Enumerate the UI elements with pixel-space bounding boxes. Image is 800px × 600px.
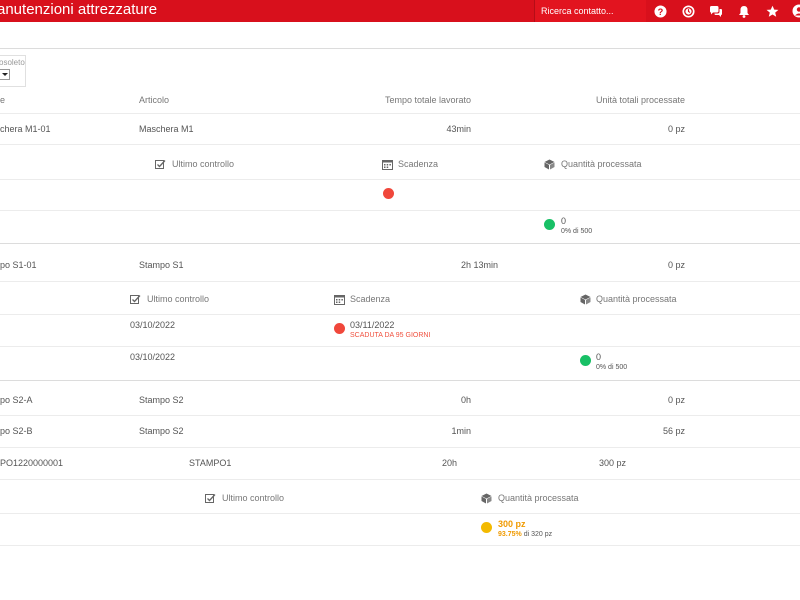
status-dot-green [544,219,555,230]
divider [0,447,800,448]
column-header-total-units: Unità totali processate [595,95,685,105]
divider [0,179,800,180]
row-article: Maschera M1 [139,124,194,134]
row-code: po S2-A [0,395,33,405]
row-code: PO1220000001 [0,458,64,468]
checkbox-checked-icon [155,159,166,170]
column-header-total-time: Tempo totale lavorato [384,95,471,105]
row-article: STAMPO1 [189,458,232,468]
divider [0,281,800,282]
overdue-badge: SCADUTA DA 95 GIORNI [350,332,431,339]
divider [0,513,800,514]
chat-icon[interactable] [709,4,723,18]
divider [0,210,800,211]
detail-header-last-check: Ultimo controllo [172,159,235,169]
qty-percentage: 93.75% di 320 pz [498,531,552,539]
row-time: 43min [446,124,471,134]
divider [0,243,800,244]
star-icon[interactable] [765,4,779,18]
divider [0,380,800,381]
help-icon[interactable]: ? [653,4,667,18]
divider [0,545,800,546]
column-header-code: e [0,95,6,105]
divider [0,113,800,114]
detail-header-qty-processed: Quantità processata [596,294,677,304]
qty-percentage-total: di 320 pz [521,531,553,538]
box-icon [544,159,555,170]
status-dot-red [383,188,394,199]
qty-percentage: 0% di 500 [596,364,628,371]
detail-header-qty-processed: Quantità processata [498,493,579,503]
row-code: po S1-01 [0,260,37,270]
detail-header-last-check: Ultimo controllo [222,493,285,503]
filter-box: osoleto [0,55,26,87]
row-units: 56 pz [662,426,685,436]
row-time: 2h 13min [460,260,498,270]
box-icon [580,294,591,305]
row-code: chera M1-01 [0,124,51,134]
detail-header-deadline: Scadenza [350,294,391,304]
filter-dropdown[interactable] [0,69,10,80]
row-units: 0 pz [667,124,685,134]
divider [0,144,800,145]
last-check-date: 03/10/2022 [130,320,176,330]
row-units: 0 pz [667,260,685,270]
checkbox-checked-icon [205,493,216,504]
status-dot-yellow [481,522,492,533]
detail-header-deadline: Scadenza [398,159,439,169]
row-time: 1min [451,426,471,436]
deadline-date: 03/11/2022 [350,320,395,330]
row-time: 0h [460,395,471,405]
qty-value: 0 [596,352,602,362]
detail-header-last-check: Ultimo controllo [147,294,210,304]
app-title: anutenzioni attrezzature [0,1,158,18]
divider [0,415,800,416]
box-icon [481,493,492,504]
row-code: po S2-B [0,426,33,436]
row-time: 20h [441,458,457,468]
calendar-icon [334,294,345,305]
detail-header-qty-processed: Quantità processata [561,159,642,169]
qty-value: 300 pz [498,519,526,529]
search-box[interactable] [534,0,646,22]
bell-icon[interactable] [737,4,751,18]
qty-value: 0 [561,216,567,226]
row-article: Stampo S2 [139,395,184,405]
sub-toolbar [0,22,800,49]
column-header-article: Articolo [139,95,170,105]
row-units: 300 pz [598,458,626,468]
divider [0,314,800,315]
clock-icon[interactable] [681,4,695,18]
divider [0,346,800,347]
calendar-icon [382,159,393,170]
qty-percentage-value: 93.75% [498,531,522,538]
row-units: 0 pz [667,395,685,405]
divider [0,479,800,480]
row-article: Stampo S2 [139,426,184,436]
top-bar: anutenzioni attrezzature ? [0,0,800,22]
last-check-date: 03/10/2022 [130,352,176,362]
row-article: Stampo S1 [139,260,184,270]
search-input[interactable] [535,0,646,22]
filter-label: osoleto [0,58,25,67]
qty-percentage: 0% di 500 [561,228,593,235]
svg-text:?: ? [657,6,663,16]
user-avatar-icon[interactable] [792,4,800,18]
checkbox-checked-icon [130,294,141,305]
status-dot-red [334,323,345,334]
status-dot-green [580,355,591,366]
